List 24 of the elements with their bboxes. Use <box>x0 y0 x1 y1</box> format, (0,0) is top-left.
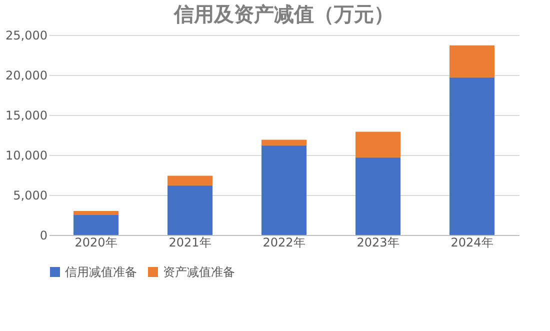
y-tick-label: 5,000 <box>13 188 48 202</box>
x-tick-label: 2023年 <box>356 236 400 250</box>
x-tick-label: 2022年 <box>262 236 306 250</box>
x-tick-label: 2020年 <box>74 236 118 250</box>
y-tick-label: 25,000 <box>6 28 48 42</box>
bar <box>74 211 118 215</box>
y-tick-label: 20,000 <box>6 68 48 82</box>
bar <box>168 176 212 186</box>
x-tick-label: 2021年 <box>168 236 212 250</box>
chart-title: 信用及资产减值（万元） <box>173 2 394 26</box>
bar <box>356 132 400 158</box>
bar <box>262 145 306 235</box>
bar <box>450 45 494 78</box>
legend-label: 资产减值准备 <box>163 265 235 279</box>
y-tick-label: 10,000 <box>6 148 48 162</box>
bar <box>450 77 494 235</box>
bar <box>168 185 212 235</box>
bar <box>356 157 400 235</box>
x-tick-label: 2024年 <box>450 236 494 250</box>
y-tick-label: 15,000 <box>6 108 48 122</box>
legend-label: 信用减值准备 <box>65 265 137 279</box>
y-tick-label: 0 <box>40 228 48 242</box>
bar <box>74 215 118 235</box>
bar <box>262 140 306 146</box>
